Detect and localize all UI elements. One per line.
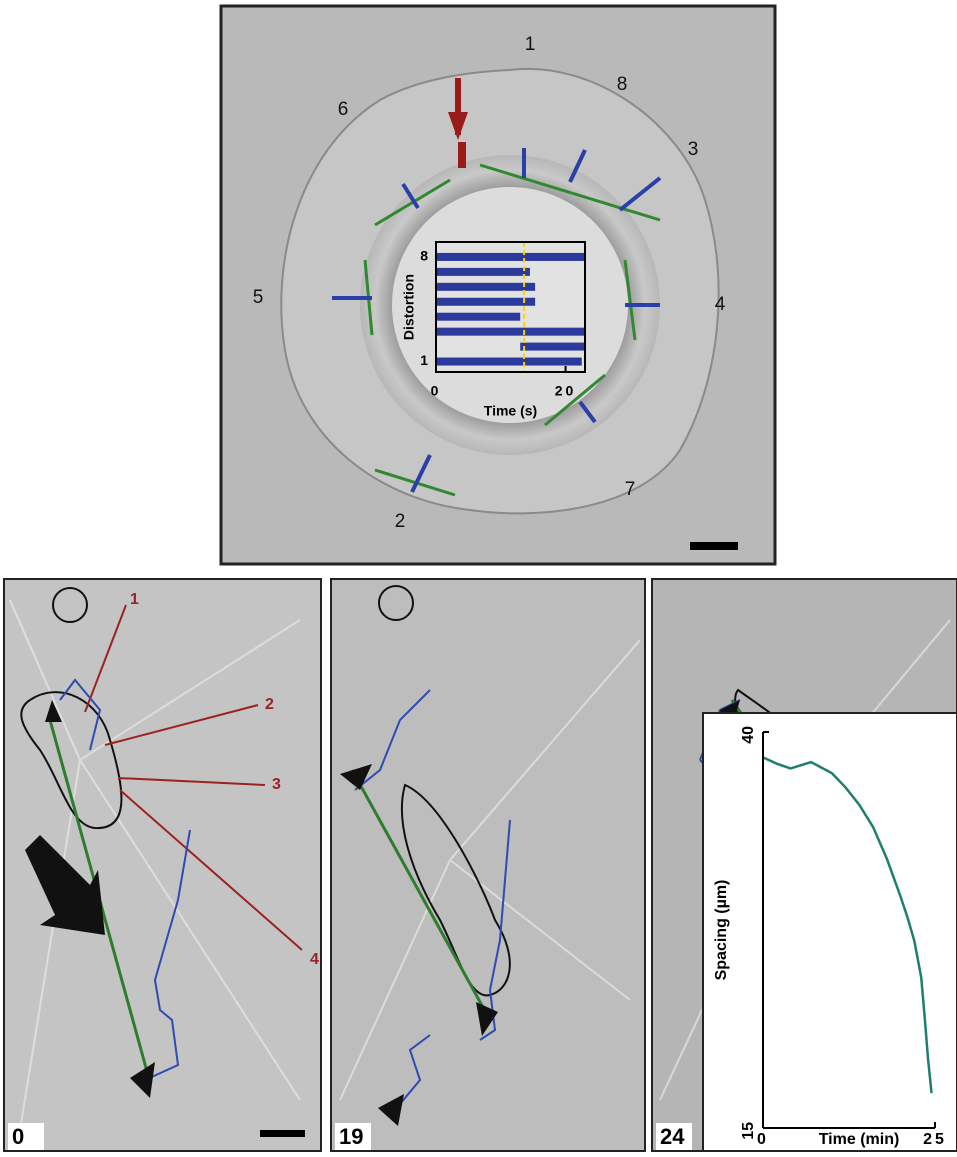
x-axis-label: Time (s) xyxy=(484,403,537,419)
region-label: 4 xyxy=(310,951,319,968)
y-tick-label: 40 xyxy=(740,726,757,744)
region-label: 2 xyxy=(265,696,274,713)
region-label: 7 xyxy=(625,479,636,500)
x-axis-label: Time (min) xyxy=(819,1131,900,1148)
page: 12345678 02018Time (s)Distortion 0192412… xyxy=(0,0,957,1152)
x-tick-label: 0 xyxy=(431,383,442,399)
y-axis-label: Spacing (µm) xyxy=(713,880,730,981)
region-label: 8 xyxy=(617,74,628,95)
red-mark xyxy=(458,142,466,168)
x-tick-label: 25 xyxy=(923,1131,947,1148)
time-label: 0 xyxy=(12,1124,24,1149)
region-label: 4 xyxy=(715,294,726,315)
region-label: 3 xyxy=(688,139,699,160)
y-tick-label: 1 xyxy=(420,352,428,368)
bar xyxy=(436,328,585,336)
bar xyxy=(436,358,582,366)
region-label: 1 xyxy=(130,591,139,608)
x-tick-label: 0 xyxy=(757,1131,769,1148)
region-label: 5 xyxy=(253,287,264,308)
region-label: 6 xyxy=(338,99,349,120)
plot-area xyxy=(436,242,585,372)
region-label: 2 xyxy=(395,511,406,532)
bar xyxy=(436,268,530,276)
scale-bar xyxy=(690,542,738,550)
region-label: 3 xyxy=(272,776,281,793)
bar xyxy=(436,313,520,321)
y-tick-label: 8 xyxy=(420,248,428,264)
bar xyxy=(436,298,535,306)
panel-19 xyxy=(331,579,645,1151)
bar xyxy=(520,343,585,351)
x-tick-label: 20 xyxy=(555,383,577,399)
region-label: 1 xyxy=(525,34,536,55)
bar xyxy=(436,283,535,291)
figure: 12345678 02018Time (s)Distortion 0192412… xyxy=(0,0,957,1152)
spacing-inset xyxy=(703,713,957,1151)
time-label: 24 xyxy=(660,1124,685,1149)
y-tick-label: 15 xyxy=(740,1122,757,1140)
scale-bar xyxy=(260,1130,305,1137)
time-label: 19 xyxy=(339,1124,363,1149)
y-axis-label: Distortion xyxy=(401,274,417,340)
bar xyxy=(436,253,585,261)
